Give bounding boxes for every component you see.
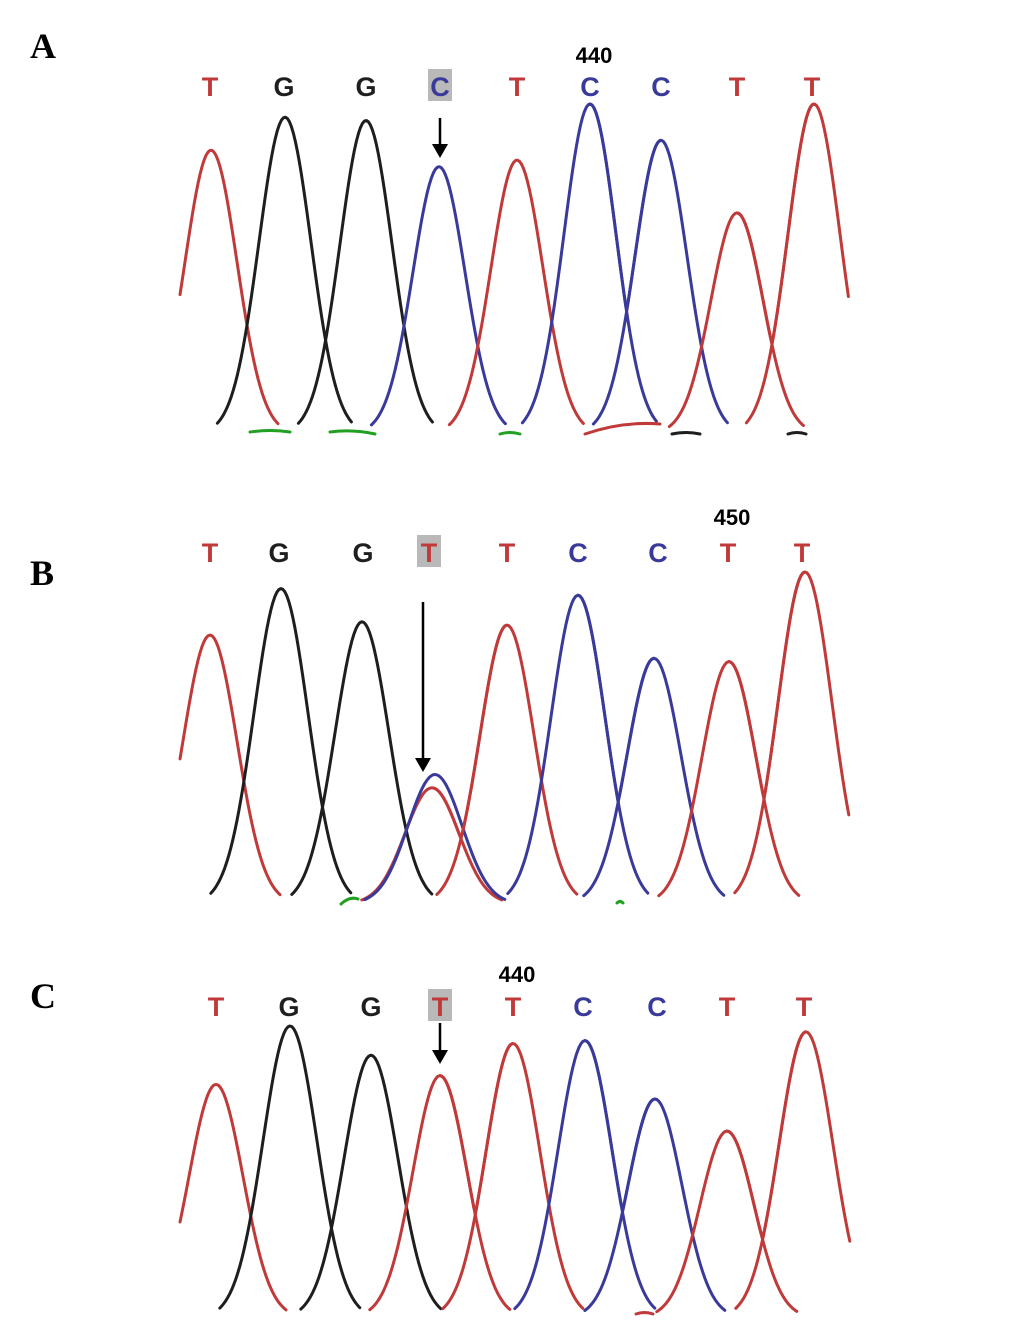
base-call-t: T: [505, 992, 522, 1022]
base-call-g: G: [278, 992, 299, 1022]
peak-trace-c: [513, 1039, 657, 1311]
valley-trace: [438, 1042, 514, 1213]
peak-trace-t: [667, 211, 805, 428]
baseline-noise: [583, 421, 662, 436]
peak-trace-g: [218, 1024, 362, 1310]
position-label: 440: [576, 43, 613, 68]
peak-trace-c: [591, 138, 729, 426]
peak-trace-c: [506, 593, 650, 895]
panel-a: A 440 T G G C T C C T T: [30, 26, 850, 436]
peak-trace-g: [290, 620, 434, 896]
valley-trace: [430, 623, 508, 838]
valley-trace: [735, 102, 815, 342]
peak-trace-c: [582, 656, 726, 898]
secondary-peak-trace: [363, 773, 507, 902]
valley-trace: [576, 593, 656, 803]
base-call-c: C: [430, 72, 450, 102]
valley-trace: [725, 1030, 807, 1239]
base-call-t: T: [421, 538, 438, 568]
peak-trace-t: [744, 102, 850, 425]
baseline-noise: [328, 429, 377, 436]
variant-arrow-head: [415, 758, 431, 772]
base-call-c: C: [573, 992, 593, 1022]
position-label: 450: [714, 505, 751, 530]
base-call-t: T: [796, 992, 813, 1022]
baseline-noise: [634, 1311, 655, 1316]
peak-trace-g: [299, 1053, 443, 1311]
base-call-t: T: [202, 538, 219, 568]
peak-trace-t: [178, 633, 282, 897]
base-call-c: C: [651, 72, 671, 102]
variant-arrow-head: [432, 144, 448, 158]
base-call-t: T: [432, 992, 449, 1022]
baseline-noise: [615, 900, 625, 905]
valley-trace: [588, 102, 662, 309]
valley-trace: [583, 1039, 657, 1211]
baseline-noise: [786, 431, 808, 436]
peak-trace-t: [178, 1082, 288, 1312]
baseline-noise: [248, 429, 292, 434]
variant-highlight-box: [428, 69, 452, 101]
base-call-g: G: [273, 72, 294, 102]
base-call-t: T: [499, 538, 516, 568]
base-call-c: C: [568, 538, 588, 568]
variant-highlight-box: [428, 989, 452, 1021]
variant-arrow-head: [432, 1050, 448, 1064]
base-call-g: G: [355, 72, 376, 102]
valley-trace: [727, 570, 807, 796]
panel-letter: A: [30, 26, 56, 66]
peak-trace-c: [369, 165, 507, 427]
base-call-g: G: [360, 992, 381, 1022]
peak-trace-t: [734, 1030, 852, 1310]
peak-trace-t: [447, 158, 585, 427]
base-call-t: T: [794, 538, 811, 568]
peak-trace-t: [441, 1042, 585, 1311]
base-call-t: T: [804, 72, 821, 102]
baseline-noise: [339, 896, 360, 906]
variant-highlight-box: [417, 535, 441, 567]
base-call-t: T: [208, 992, 225, 1022]
panel-letter: B: [30, 553, 54, 593]
baseline-noise: [498, 431, 522, 436]
base-call-t: T: [729, 72, 746, 102]
base-call-t: T: [202, 72, 219, 102]
base-call-t: T: [509, 72, 526, 102]
peak-trace-t: [178, 148, 280, 426]
position-label: 440: [499, 962, 536, 987]
panel-b: B 450 T G G T T C C T T: [30, 505, 851, 906]
base-call-c: C: [648, 538, 668, 568]
peak-trace-g: [296, 119, 434, 425]
peak-trace-g: [209, 587, 353, 895]
base-call-t: T: [720, 538, 737, 568]
panel-c: C 440 T G G T T C C T T: [30, 962, 852, 1316]
base-call-g: G: [268, 538, 289, 568]
peak-trace-c: [583, 1097, 727, 1312]
base-call-c: C: [580, 72, 600, 102]
base-call-g: G: [352, 538, 373, 568]
panel-letter: C: [30, 976, 56, 1016]
base-call-t: T: [719, 992, 736, 1022]
peak-trace-t: [435, 623, 579, 896]
base-call-c: C: [647, 992, 667, 1022]
peak-trace-g: [215, 115, 353, 425]
baseline-noise: [670, 431, 702, 436]
